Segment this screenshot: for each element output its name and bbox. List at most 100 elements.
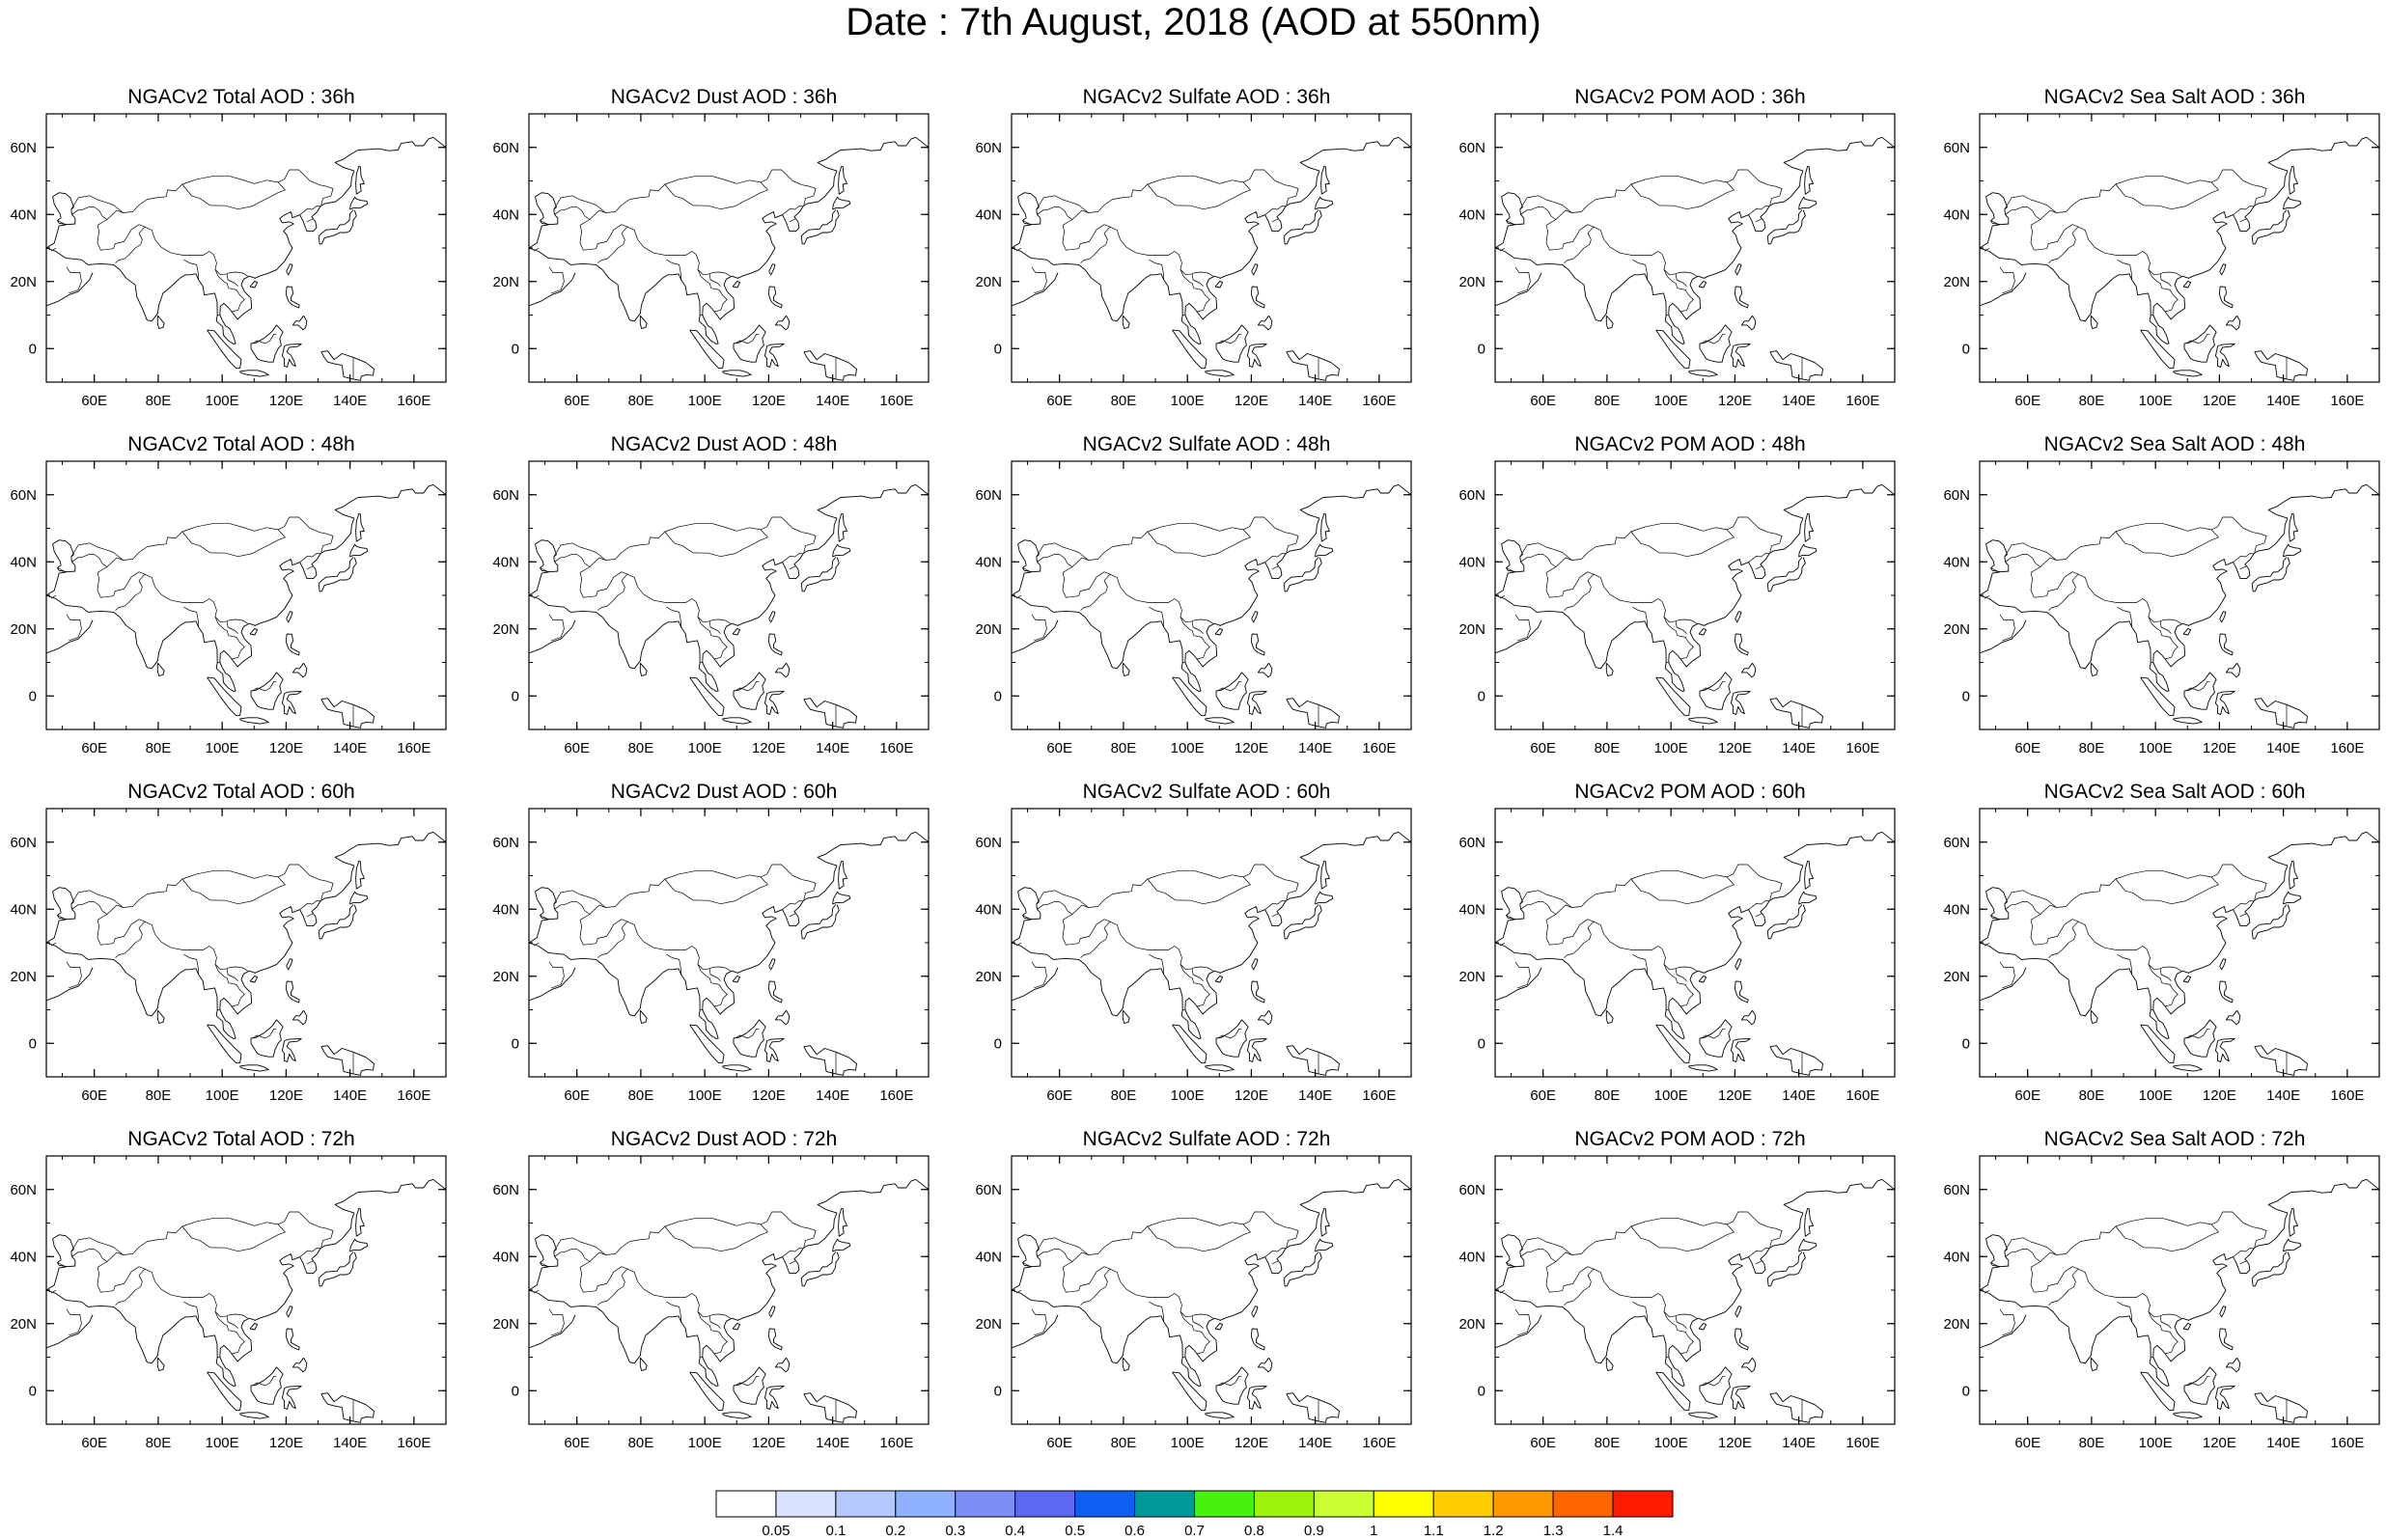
country-border [2071, 224, 2181, 277]
country-border [1080, 921, 1111, 958]
coastline [1798, 1238, 1818, 1252]
lon-tick-label: 140E [2266, 740, 2300, 756]
lat-tick-label: 60N [10, 1182, 37, 1198]
lat-tick-label: 0 [994, 341, 1002, 357]
country-border [597, 1268, 628, 1306]
country-border [1147, 529, 1251, 558]
country-border [1037, 1248, 1073, 1262]
lat-tick-label: 40N [975, 1249, 1002, 1265]
lon-tick-label: 80E [146, 393, 172, 409]
country-border [1147, 181, 1251, 210]
country-border [533, 247, 540, 252]
country-border [540, 1262, 549, 1268]
country-border [1587, 919, 1697, 972]
coastline [733, 1366, 766, 1405]
coastline [1495, 831, 1895, 1039]
coastline [249, 1322, 259, 1331]
coastline [349, 891, 369, 905]
lon-tick-label: 80E [1595, 393, 1621, 409]
coastline [1250, 980, 1265, 1004]
map-panel-ngacv2-pom-aod-60h: NGACv2 POM AOD : 60h 60E 80E 100E 120E 140E 16… [1449, 780, 1931, 1113]
coastline [250, 672, 284, 710]
lat-tick-label: 60N [1943, 1182, 1970, 1198]
panel-title: NGACv2 Dust AOD : 60h [610, 781, 838, 803]
country-border [782, 206, 803, 215]
country-border [1080, 573, 1111, 611]
coastline [2219, 611, 2227, 623]
lat-tick-label: 0 [994, 1383, 1002, 1399]
country-border [1999, 266, 2015, 294]
coastline [2140, 1024, 2176, 1063]
coastline [1122, 1009, 1130, 1024]
coastline [1172, 1024, 1207, 1063]
country-border [1630, 181, 1735, 210]
map-panel-ngacv2-total-aod-36h: NGACv2 Total AOD : 36h 60E 80E 100E 120E 140E… [0, 85, 483, 418]
country-border [597, 226, 628, 263]
country-border [666, 1301, 682, 1323]
lat-tick-label: 20N [975, 1316, 1002, 1333]
lon-tick-label: 120E [1235, 393, 1268, 409]
coastline [2254, 1392, 2308, 1423]
lat-tick-label: 0 [29, 341, 37, 357]
lon-tick-label: 80E [628, 393, 654, 409]
coastline [1605, 662, 1614, 676]
coastline [1205, 1412, 1235, 1419]
lon-tick-label: 140E [333, 1435, 367, 1451]
country-border [621, 571, 731, 624]
coastline [1734, 980, 1749, 1004]
lat-tick-label: 40N [10, 1249, 37, 1265]
lon-tick-label: 60E [2014, 1087, 2040, 1104]
country-border [183, 606, 200, 628]
country-border [1514, 961, 1531, 989]
coastline [249, 280, 259, 289]
lon-tick-label: 100E [2139, 1435, 2173, 1451]
country-border [1990, 220, 2000, 226]
coastline [318, 904, 357, 940]
coastline [250, 324, 284, 363]
country-border [226, 273, 238, 287]
coastline [1251, 611, 1259, 623]
country-border [70, 542, 124, 561]
country-border [50, 1289, 57, 1294]
lon-tick-label: 160E [2330, 1087, 2364, 1104]
coastline [1215, 1366, 1249, 1405]
coastline [1769, 698, 1823, 729]
country-border [2159, 620, 2172, 634]
country-border [1499, 247, 1506, 252]
country-border [1630, 876, 1735, 905]
map-plot: 60E 80E 100E 120E 140E 160E 60N 40N 20N 0 [10, 808, 447, 1104]
country-border [181, 529, 286, 558]
coastline [2214, 690, 2235, 715]
coastline [286, 611, 293, 623]
map-plot: 60E 80E 100E 120E 140E 160E 60N 40N 20N 0 [975, 1155, 1412, 1451]
panel-title: NGACv2 Dust AOD : 36h [610, 86, 838, 108]
map-plot: 60E 80E 100E 120E 140E 160E 60N 40N 20N 0 [1458, 1155, 1896, 1451]
country-border [1545, 571, 1589, 598]
lat-tick-label: 60N [492, 1182, 519, 1198]
coastline [46, 619, 94, 654]
coastline [250, 1019, 284, 1058]
coastline [800, 209, 840, 245]
coastline [732, 627, 741, 636]
coastline [355, 513, 365, 542]
coastline [1257, 1009, 1273, 1026]
country-border [1675, 620, 1687, 634]
lat-tick-label: 0 [1962, 688, 1970, 704]
country-border [666, 259, 682, 281]
country-border [1748, 206, 1769, 215]
coastline [838, 861, 847, 890]
colorbar-label: 0.2 [885, 1523, 905, 1539]
country-border [1999, 1308, 2015, 1336]
coastline [774, 1009, 791, 1026]
country-border [2005, 206, 2041, 220]
country-border [1545, 1211, 1783, 1268]
country-border [2148, 964, 2179, 1007]
coastline [2182, 280, 2192, 289]
country-border [782, 553, 803, 563]
country-border [1271, 565, 1279, 570]
country-border [1506, 567, 1515, 573]
lon-tick-label: 80E [146, 1087, 172, 1104]
coastline [1246, 1037, 1267, 1062]
coastline [2219, 1306, 2227, 1318]
country-border [2117, 953, 2133, 976]
